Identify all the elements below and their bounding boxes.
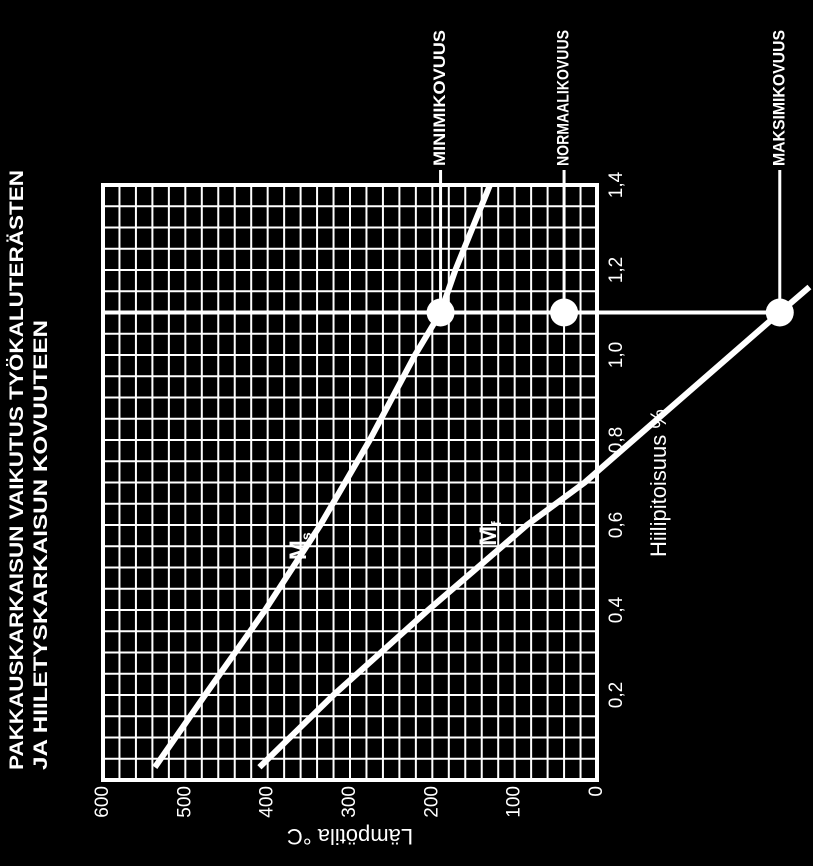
chart-title: PAKKAUSKARKAISUN VAIKUTUS TYÖKALUTERÄSTE… bbox=[7, 170, 28, 770]
marker-label: NORMAALIKOVUUS bbox=[554, 30, 573, 166]
marker bbox=[426, 298, 455, 327]
series-label: Ms bbox=[285, 532, 313, 560]
plot-border bbox=[101, 183, 599, 782]
y-tick-label: 0 bbox=[586, 786, 607, 797]
x-tick-label: 1,2 bbox=[606, 257, 627, 283]
x-tick-label: 0,4 bbox=[606, 596, 627, 623]
x-axis-label: Hiilipitoisuus % bbox=[646, 409, 671, 557]
y-tick-label: 200 bbox=[421, 786, 442, 818]
x-tick-label: 0,2 bbox=[606, 682, 627, 708]
y-tick-label: 500 bbox=[174, 786, 195, 818]
marker-label: MINIMIKOVUUS bbox=[430, 30, 449, 166]
y-tick-label: 400 bbox=[257, 786, 278, 818]
x-tick-label: 1,0 bbox=[606, 342, 627, 368]
rotated-chart: PAKKAUSKARKAISUN VAIKUTUS TYÖKALUTERÄSTE… bbox=[7, 30, 812, 849]
y-tick-label: 100 bbox=[504, 786, 525, 818]
y-tick-label: 300 bbox=[339, 786, 360, 818]
y-tick-label: 600 bbox=[92, 786, 113, 818]
y-axis-label: Lämpötila °C bbox=[287, 824, 413, 849]
marker-label: MAKSIMIKOVUUS bbox=[769, 30, 788, 166]
x-tick-label: 0,6 bbox=[606, 512, 627, 538]
chart-title: JA HIILETYSKARKAISUN KOVUUTEEN bbox=[31, 320, 52, 770]
series-label: Mf bbox=[475, 521, 503, 546]
marker bbox=[765, 298, 794, 327]
marker bbox=[550, 298, 579, 327]
data-line bbox=[152, 183, 493, 769]
x-tick-label: 1,4 bbox=[606, 171, 627, 198]
